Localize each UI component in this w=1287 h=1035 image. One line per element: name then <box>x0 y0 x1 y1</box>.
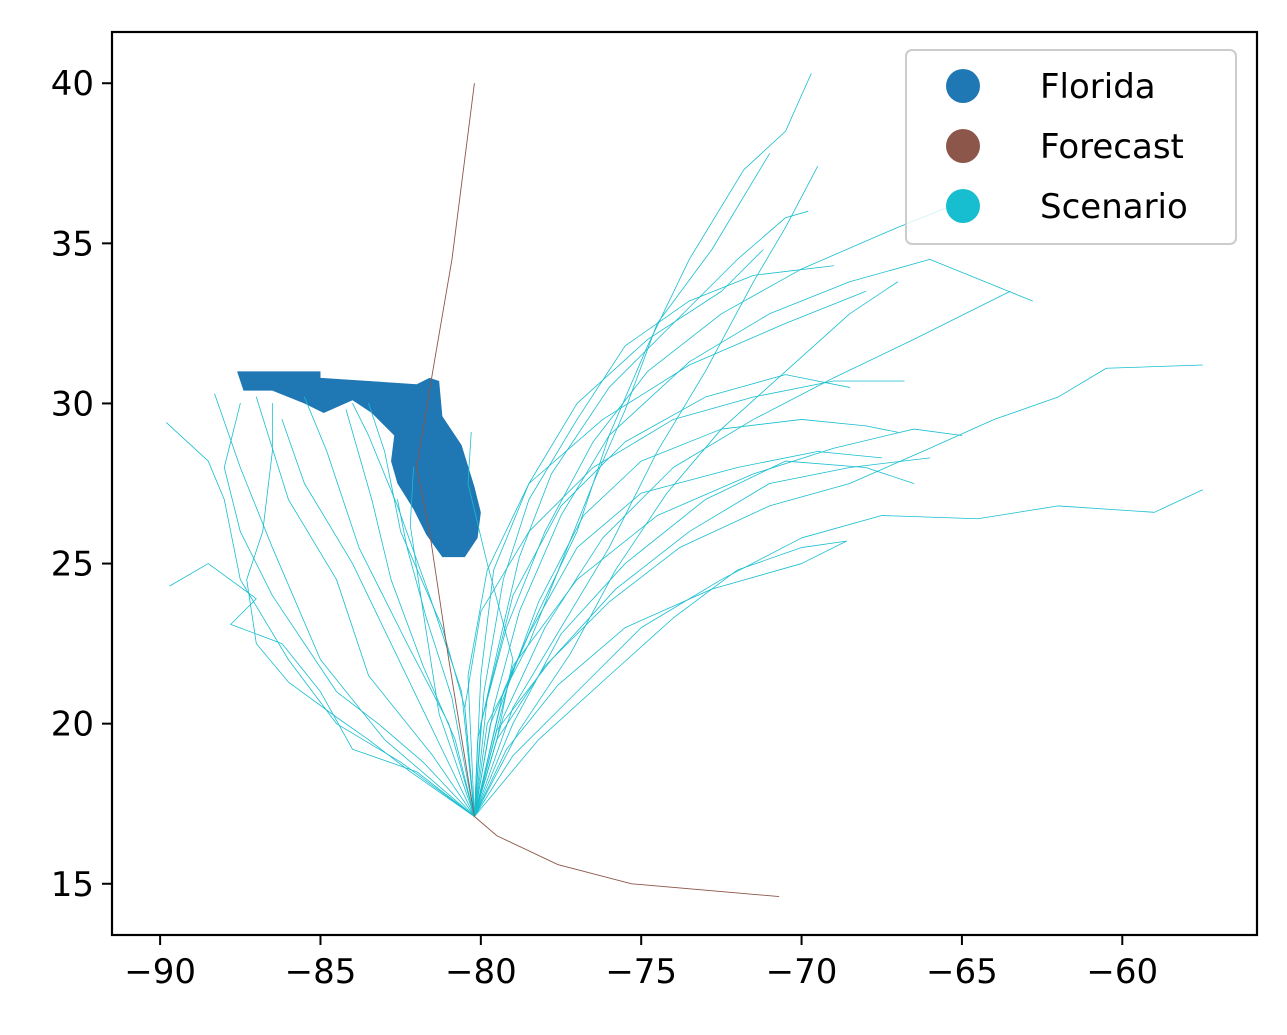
y-axis: 15 20 25 30 35 40 <box>51 64 112 905</box>
scenario-track <box>304 396 475 817</box>
scenario-track <box>474 153 770 817</box>
legend-marker-florida <box>946 69 980 103</box>
scenario-track <box>474 451 883 817</box>
scenario-track <box>169 563 475 817</box>
x-tick-label: −75 <box>605 952 677 992</box>
scenario-track <box>281 419 475 817</box>
scenario-track <box>246 403 475 817</box>
scenario-track <box>409 467 475 817</box>
x-tick-label: −70 <box>766 952 838 992</box>
scenario-track <box>214 393 475 817</box>
x-tick-label: −85 <box>285 952 357 992</box>
scenario-track <box>464 380 905 817</box>
x-tick-label: −65 <box>926 952 998 992</box>
legend: Florida Forecast Scenario <box>905 49 1237 245</box>
forecast-track <box>416 83 780 898</box>
scenario-track <box>474 540 847 817</box>
y-tick-label: 35 <box>51 224 94 264</box>
scenario-track <box>474 210 809 817</box>
scenario-track <box>474 258 1033 817</box>
legend-label-scenario: Scenario <box>1040 187 1188 227</box>
legend-label-forecast: Forecast <box>1040 127 1184 167</box>
y-tick-label: 40 <box>51 64 94 104</box>
florida-shape <box>237 371 481 558</box>
scenario-track <box>397 499 475 817</box>
scenario-track <box>474 166 819 817</box>
y-tick-label: 15 <box>51 865 94 905</box>
y-tick-label: 30 <box>51 384 94 424</box>
scenario-track <box>352 403 475 817</box>
scenario-track <box>474 201 963 817</box>
scenario-track <box>467 249 764 817</box>
scenario-track <box>474 73 812 817</box>
x-tick-label: −90 <box>124 952 196 992</box>
scenario-track <box>474 281 899 817</box>
y-tick-label: 25 <box>51 545 94 585</box>
x-tick-label: −80 <box>445 952 517 992</box>
scenario-track <box>255 396 475 817</box>
axes-frame <box>110 30 1259 937</box>
x-tick-label: −60 <box>1086 952 1158 992</box>
legend-box <box>905 49 1237 245</box>
scenario-track <box>474 374 851 817</box>
scenario-track <box>474 419 899 817</box>
legend-marker-forecast <box>946 129 980 163</box>
scenario-track <box>474 364 1203 817</box>
plot-area <box>166 73 1203 898</box>
x-axis: −90 −85 −80 −75 −70 −65 −60 <box>124 935 1158 992</box>
scenario-track <box>474 290 1011 817</box>
legend-marker-scenario <box>946 189 980 223</box>
y-tick-label: 20 <box>51 705 94 745</box>
scenario-track <box>474 290 867 817</box>
scenario-track <box>474 489 1203 817</box>
scenario-track <box>474 428 963 817</box>
scenario-track <box>474 460 915 817</box>
legend-label-florida: Florida <box>1040 67 1156 107</box>
scenario-track <box>474 457 931 817</box>
scenario-track <box>223 403 475 817</box>
scenario-track <box>345 409 475 817</box>
scenario-track <box>474 265 835 817</box>
scenario-track <box>474 540 847 817</box>
